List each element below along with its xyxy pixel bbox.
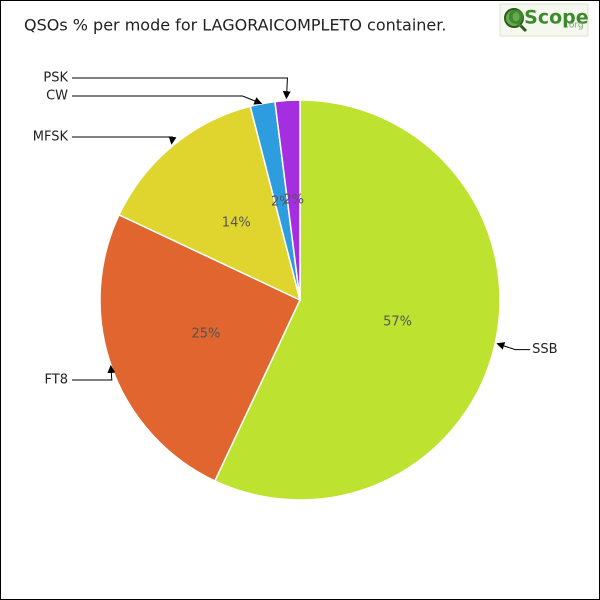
category-label: PSK [43, 71, 68, 86]
category-label: MFSK [33, 130, 69, 145]
category-label: CW [46, 89, 68, 104]
leader-line [72, 136, 177, 145]
value-label: 25% [191, 326, 220, 341]
pie-slice [118, 105, 302, 302]
leader-line [72, 95, 263, 105]
leader-line [72, 77, 291, 100]
logo: QScope .org [499, 3, 589, 37]
logo-icon-handle [518, 23, 528, 33]
logo-suffix: .org [566, 21, 584, 31]
leader-line [72, 364, 116, 381]
leader-line [496, 342, 531, 351]
value-label: 57% [383, 314, 412, 329]
category-label: SSB [532, 342, 557, 357]
logo-text: QScope [508, 7, 589, 29]
value-label: 2% [283, 193, 304, 208]
chart-title: QSOs % per mode for LAGORAICOMPLETO cont… [24, 16, 446, 35]
category-label: FT8 [45, 373, 68, 388]
value-label: 14% [222, 215, 251, 230]
logo-icon [504, 8, 524, 28]
pie-slice [274, 99, 301, 301]
pie-slice [213, 99, 501, 501]
